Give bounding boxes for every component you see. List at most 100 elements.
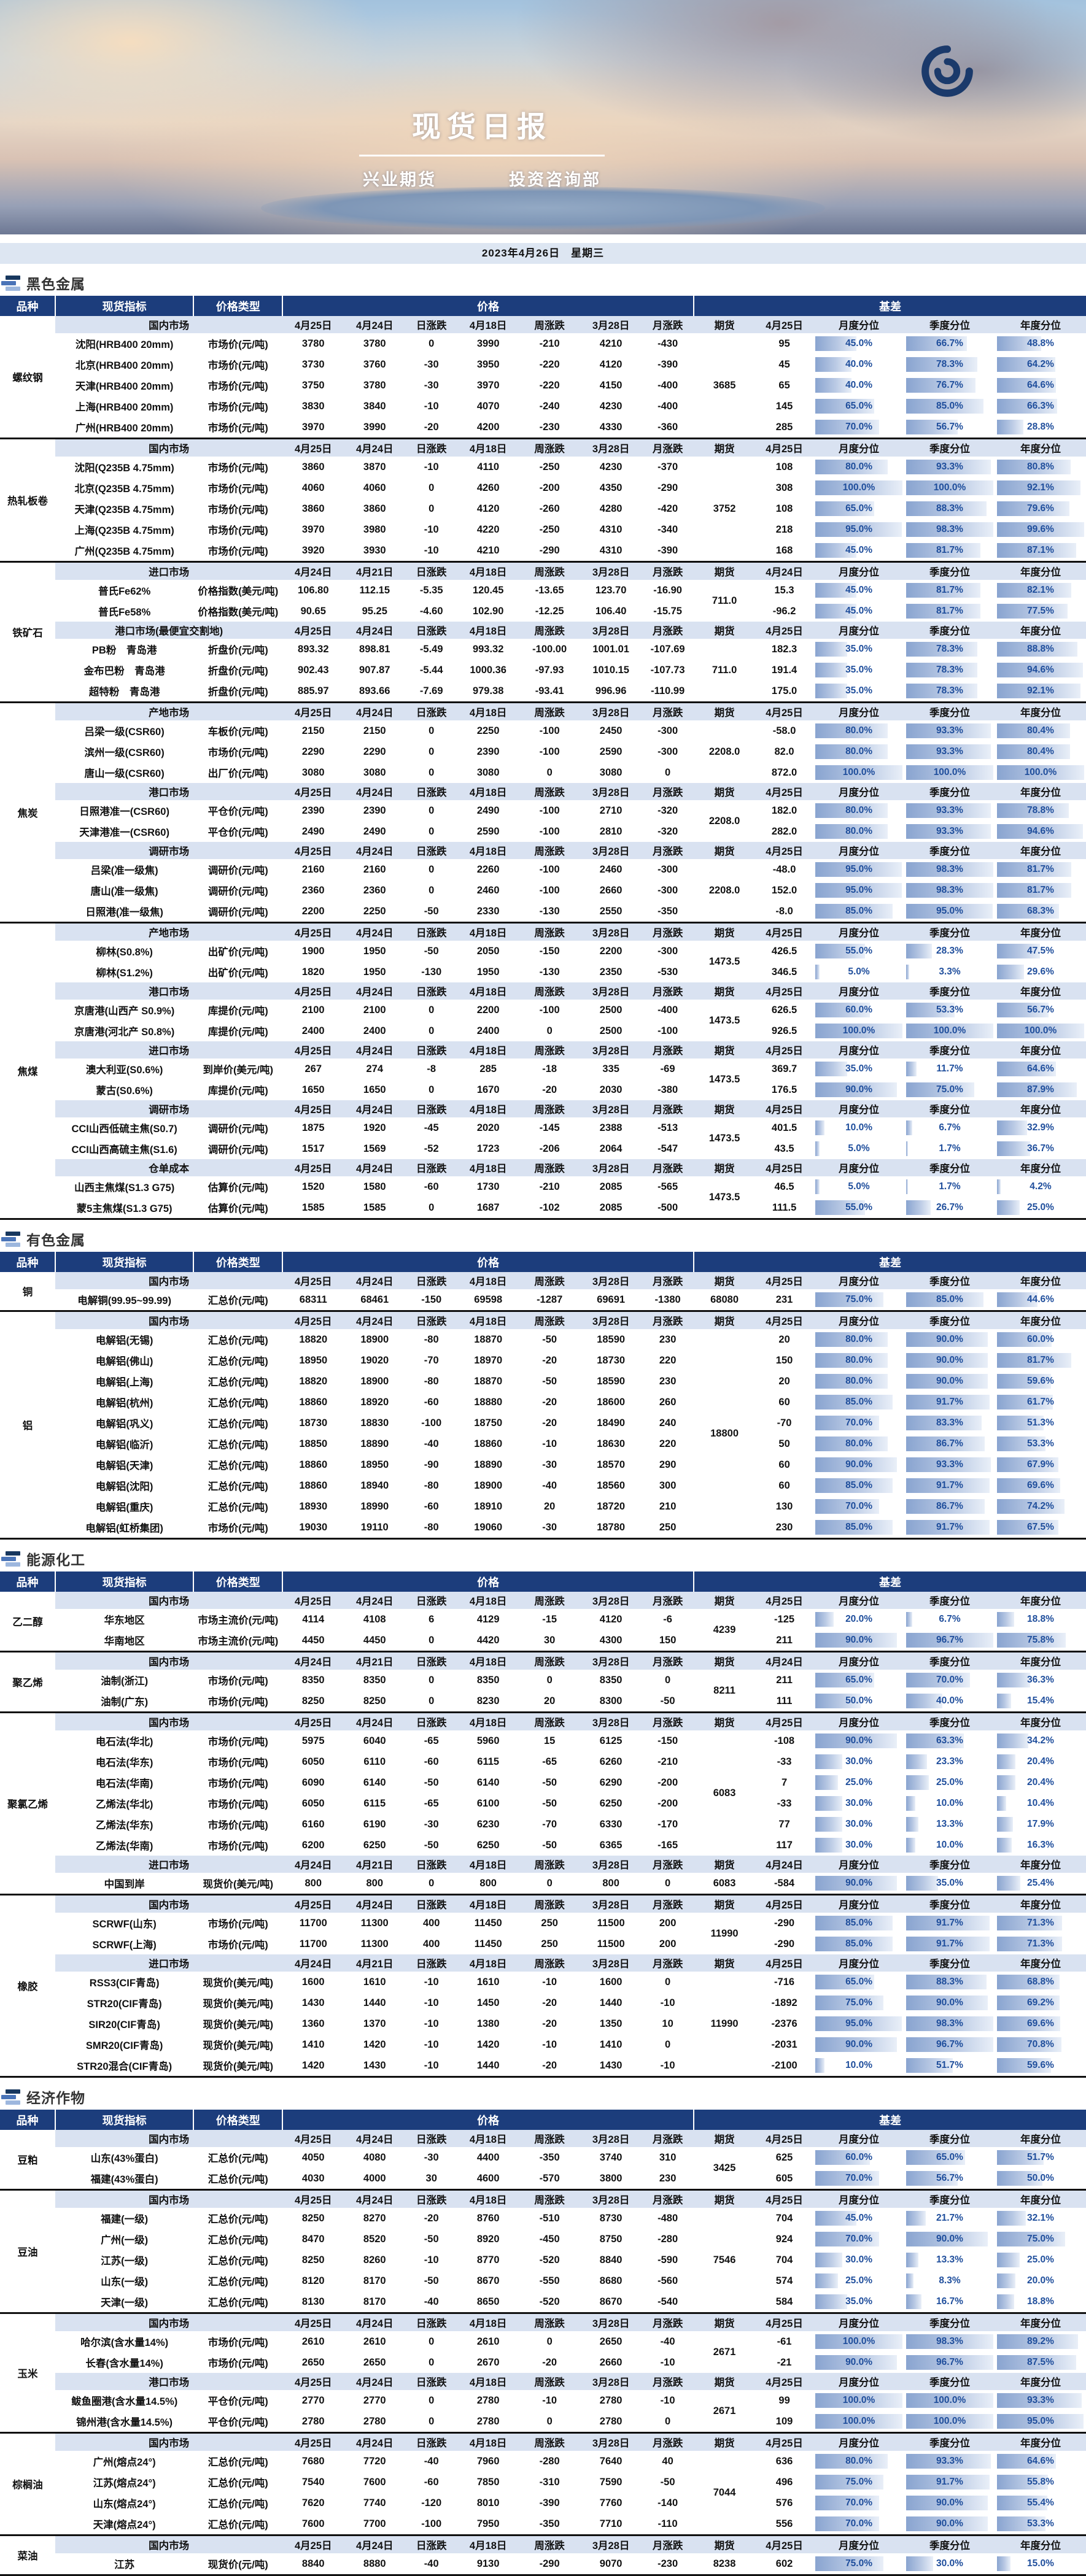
price-cell: 1585 (344, 1197, 406, 1219)
price-cell: 3080 (344, 762, 406, 783)
change-cell: -210 (519, 333, 581, 354)
table-row: 电解铝(天津) 汇总价(元/吨) 18860 18950 -90 18890 -30 1857… (0, 1454, 1086, 1475)
price-cell: 106.80 (282, 580, 344, 601)
table-header-row: 品种 现货指标 价格类型 价格 基差 (0, 296, 1086, 316)
price-type-cell: 调研价(元/吨) (193, 1117, 283, 1138)
percentile-cell: 10.0% (813, 1117, 905, 1138)
change-cell: -69 (642, 1059, 694, 1079)
percentile-bar (906, 2475, 990, 2489)
price-type-cell: 调研价(元/吨) (193, 859, 283, 880)
indicator-cell: SCRWF(山东) (55, 1913, 194, 1934)
percentile-cell: 80.8% (995, 457, 1086, 477)
percentile-value: 71.3% (1027, 1918, 1054, 1928)
column-header: 季度分位 (904, 783, 995, 800)
basis-cell: 182.3 (755, 639, 814, 660)
percentile-value: 67.5% (1027, 1522, 1054, 1532)
section-title-label: 黑色金属 (26, 276, 85, 292)
change-cell: -30 (519, 1517, 581, 1539)
percentile-cell: 90.0% (904, 2513, 995, 2536)
percentile-bar (996, 1612, 1014, 1627)
percentile-cell: 77.5% (995, 601, 1086, 622)
change-cell: 0 (405, 1630, 458, 1652)
percentile-cell: 86.7% (904, 1433, 995, 1454)
table-row: 普氏Fe58% 价格指数(美元/吨) 90.65 95.25 -4.60 102.90 -1… (0, 601, 1086, 622)
price-cell: 2660 (580, 880, 642, 901)
table-row: STR20混合(CIF青岛) 现货价(美元/吨) 1420 1430 -10 1440 -2… (0, 2055, 1086, 2077)
column-header: 月度分位 (813, 2189, 905, 2208)
price-cell: 1350 (580, 2013, 642, 2034)
column-header: 4月25日 (282, 701, 344, 720)
price-cell: 4220 (457, 519, 519, 540)
indicator-cell: 江苏(一级) (55, 2250, 194, 2270)
percentile-value: 95.0% (845, 864, 873, 874)
price-cell: 4060 (344, 477, 406, 498)
percentile-cell: 35.0% (813, 2291, 905, 2313)
change-cell: -10 (519, 1972, 581, 1992)
column-header: 4月18日 (457, 316, 519, 333)
percentile-bar (996, 583, 1072, 598)
percentile-cell: 70.0% (904, 1670, 995, 1691)
futures-price: 1473.5 (694, 1176, 756, 1219)
column-header: 月度分位 (813, 1856, 905, 1873)
price-cell: 18820 (282, 1371, 344, 1392)
price-cell: 2160 (344, 859, 406, 880)
basis-cell: 77 (755, 1814, 814, 1835)
price-cell: 112.15 (344, 580, 406, 601)
report-date: 2023年4月26日 星期三 (0, 243, 1086, 264)
basis-cell: 176.5 (755, 1079, 814, 1100)
price-cell: 1440 (580, 1992, 642, 2013)
change-cell: -10 (642, 2352, 694, 2373)
column-header: 4月25日 (755, 2432, 814, 2451)
percentile-cell: 5.0% (813, 1138, 905, 1159)
column-header: 期货 (694, 2312, 756, 2331)
percentile-value: 35.0% (936, 1878, 963, 1888)
column-header: 月涨跌 (642, 1310, 694, 1329)
price-cell: 1430 (282, 1992, 344, 2013)
column-header: 日涨跌 (405, 1272, 458, 1289)
percentile-bar (815, 663, 847, 677)
indicator-cell: 京唐港(河北产 S0.8%) (55, 1020, 194, 1041)
percentile-bar (815, 2355, 898, 2370)
price-type-cell: 汇总价(元/吨) (193, 1454, 283, 1475)
change-cell: -380 (642, 1079, 694, 1100)
percentile-value: 80.8% (1027, 461, 1054, 472)
percentile-bar (996, 824, 1083, 839)
variety-label: 菜油 (0, 2534, 56, 2575)
indicator-cell: 电解铝(沈阳) (55, 1475, 194, 1496)
column-header: 日涨跌 (405, 1310, 458, 1329)
column-header: 4月21日 (344, 1651, 406, 1670)
percentile-bar (906, 944, 932, 958)
change-cell: -50 (405, 1772, 458, 1793)
percentile-bar (906, 2414, 993, 2429)
price-type-cell: 平仓价(元/吨) (193, 821, 283, 842)
change-cell: -10 (405, 1992, 458, 2013)
percentile-bar (815, 1120, 824, 1135)
indicator-cell: 超特粉 青岛港 (55, 681, 194, 703)
percentile-cell: 80.0% (813, 1350, 905, 1371)
percentile-bar (996, 1817, 1014, 1832)
percentile-bar (906, 1003, 955, 1017)
price-cell: 6330 (580, 1814, 642, 1835)
percentile-bar (996, 1633, 1066, 1648)
percentile-value: 10.0% (845, 1122, 873, 1133)
percentile-value: 1.7% (939, 1181, 961, 1192)
percentile-value: 53.3% (936, 1005, 963, 1015)
price-cell: 6050 (282, 1751, 344, 1772)
price-cell: 2020 (457, 1117, 519, 1138)
percentile-value: 70.0% (845, 422, 873, 432)
percentile-value: 25.4% (1027, 1878, 1054, 1888)
percentile-bar (815, 1374, 888, 1389)
price-cell: 979.38 (457, 681, 519, 703)
percentile-bar (815, 862, 902, 877)
change-cell: -60 (405, 1176, 458, 1197)
price-cell: 4420 (457, 1630, 519, 1652)
section-title-label: 有色金属 (26, 1232, 85, 1248)
section-header: 经济作物 (1, 2088, 1086, 2106)
percentile-value: 5.0% (848, 1181, 870, 1192)
price-cell: 18850 (282, 1433, 344, 1454)
percentile-cell: 60.0% (813, 2147, 905, 2168)
column-header: 期货 (694, 2130, 756, 2147)
bullet-bar (1, 1236, 16, 1241)
column-header: 月涨跌 (642, 2130, 694, 2147)
basis-cell: 20 (755, 1371, 814, 1392)
